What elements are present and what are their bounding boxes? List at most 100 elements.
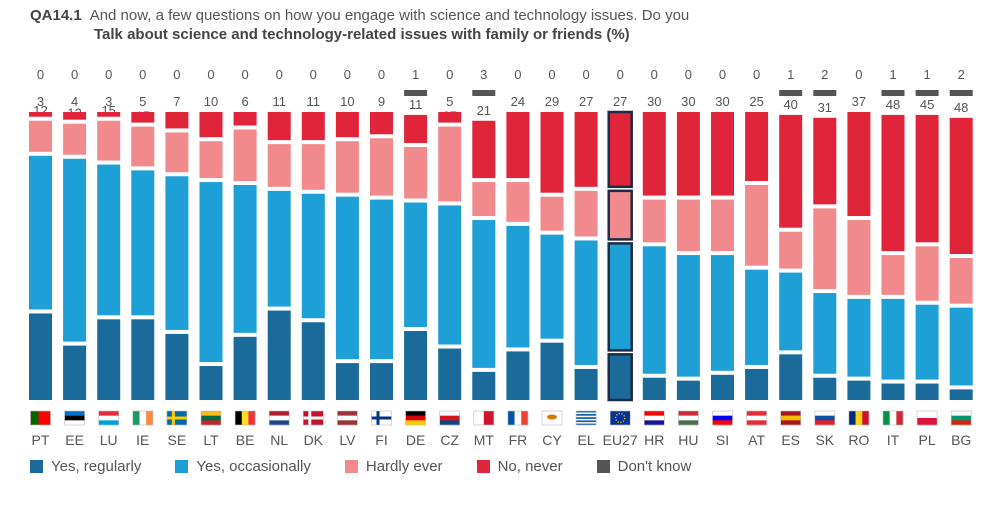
flag-part-pt: [38, 411, 51, 425]
bar-yes-occasionally-hu: [676, 255, 700, 377]
bar-no-never-nl: [267, 112, 291, 141]
flag-stripe-lt-2: [201, 420, 221, 426]
flag-stripe-at-0: [746, 411, 767, 416]
bar-no-never-eu27: [607, 110, 633, 189]
bar-yes-occasionally-bg: [949, 307, 973, 386]
legend-swatch-no-never: [476, 460, 490, 473]
bar-no-never-de: [404, 114, 428, 144]
legend-label-dont-know: Don't know: [617, 458, 692, 475]
dont-know-label-de: 1: [412, 67, 419, 82]
flag-stripe-bg-2: [951, 420, 972, 426]
bar-yes-regularly-it: [881, 383, 905, 400]
flag-stripe-ro-2: [862, 411, 870, 425]
flag-border-pl: [916, 410, 938, 426]
bar-yes-occasionally-cy: [540, 234, 564, 339]
flag-stripe-lv-0: [337, 411, 358, 416]
bar-yes-occasionally-pt: [29, 155, 52, 310]
category-label-se: SE: [168, 432, 187, 448]
bar-yes-occasionally-lt: [199, 182, 223, 363]
bar-no-never-mt: [472, 120, 496, 179]
flag-stripe-ee-0: [64, 411, 85, 416]
flag-stripe-be-2: [248, 411, 256, 425]
bar-hardly-ever-se: [165, 132, 189, 173]
bar-no-never-be: [233, 112, 257, 126]
flag-stripe-es-2: [780, 420, 801, 426]
bar-hardly-ever-it: [881, 255, 905, 295]
flag-stripe-lt-0: [201, 411, 221, 416]
bar-yes-regularly-dk: [301, 322, 325, 400]
flag-stripe-be-0: [235, 411, 242, 425]
bar-hardly-ever-hr: [642, 199, 666, 243]
bar-yes-regularly-de: [404, 331, 428, 400]
bar-yes-occasionally-dk: [301, 193, 325, 319]
flag-cross-h-fi: [371, 416, 392, 420]
flag-border-eu27: [609, 410, 631, 426]
flag-stripe-lv-2: [337, 420, 358, 426]
bar-yes-regularly-el: [574, 368, 598, 400]
flag-stripe-el-2: [576, 418, 597, 421]
flag-stripe-si-0: [712, 411, 733, 416]
bar-yes-regularly-pl: [915, 383, 939, 400]
flag-stripe-it-2: [896, 411, 904, 425]
bar-hardly-ever-pt: [29, 120, 52, 152]
bar-hardly-ever-mt: [472, 182, 496, 217]
bar-yes-occasionally-el: [574, 240, 598, 365]
bar-yes-occasionally-ee: [63, 158, 87, 342]
bar-no-never-fr: [506, 112, 530, 179]
dont-know-label-fi: 0: [378, 67, 385, 82]
flag-stars-eu27: [615, 412, 626, 424]
dont-know-bar-pl: [915, 90, 939, 96]
flag-stripe-hr-1: [644, 415, 665, 421]
flag-stripe-es-1: [780, 415, 801, 421]
value-label-no-never-pl: 45: [920, 97, 934, 112]
flag-border-de: [405, 410, 426, 426]
category-label-cz: CZ: [440, 432, 459, 448]
bar-yes-regularly-eu27: [607, 353, 633, 402]
bar-no-never-ie: [131, 112, 155, 123]
category-label-hr: HR: [644, 432, 664, 448]
bar-yes-regularly-pt: [29, 313, 52, 400]
value-label-no-never-cy: 29: [545, 94, 559, 109]
legend-item-yes-occasionally: Yes, occasionally: [175, 458, 311, 475]
bar-hardly-ever-sk: [813, 208, 837, 290]
legend-swatch-yes-regularly: [30, 460, 43, 473]
category-label-el: EL: [578, 432, 595, 448]
bar-yes-regularly-fr: [506, 351, 530, 400]
dont-know-label-lu: 0: [105, 67, 112, 82]
flag-stripe-nl-0: [269, 411, 290, 416]
value-label-no-never-sk: 31: [818, 100, 832, 115]
value-label-no-never-ee: 4: [71, 94, 78, 109]
flag-stripe-cz-2: [439, 420, 460, 426]
bar-no-never-es: [779, 114, 803, 228]
flag-stripe-hu-0: [678, 411, 699, 416]
bar-no-never-hr: [642, 112, 666, 196]
bar-yes-occasionally-eu27: [607, 242, 633, 352]
value-label-no-never-ie: 5: [139, 94, 146, 109]
flag-stripe-lu-1: [98, 415, 119, 421]
dont-know-bar-it: [881, 90, 905, 96]
flag-stripe-hr-0: [644, 411, 665, 416]
bar-hardly-ever-bg: [949, 258, 973, 304]
flag-stripe-at-1: [746, 415, 767, 421]
dont-know-label-at: 0: [753, 67, 760, 82]
flag-stripe-cz-0: [439, 411, 460, 416]
dont-know-bar-mt: [472, 90, 496, 96]
bar-hardly-ever-hu: [676, 199, 700, 252]
category-label-it: IT: [887, 432, 900, 448]
flag-stripe-hu-1: [678, 415, 699, 421]
dont-know-bar-sk: [813, 90, 837, 96]
value-label-no-never-ro: 37: [852, 94, 866, 109]
flag-stripe-lt-1: [201, 415, 221, 421]
legend-item-no-never: No, never: [476, 458, 563, 475]
bar-no-never-lu: [97, 112, 121, 117]
category-label-pt: PT: [32, 432, 50, 448]
bar-yes-occasionally-se: [165, 176, 189, 330]
dont-know-label-be: 0: [241, 67, 248, 82]
flag-part-mt: [483, 411, 494, 425]
category-label-si: SI: [716, 432, 729, 448]
flag-border-pt: [30, 410, 51, 426]
flag-border-hu: [678, 410, 699, 426]
category-label-sk: SK: [815, 432, 834, 448]
flag-border-hr: [643, 410, 665, 426]
dont-know-label-ro: 0: [855, 67, 862, 82]
